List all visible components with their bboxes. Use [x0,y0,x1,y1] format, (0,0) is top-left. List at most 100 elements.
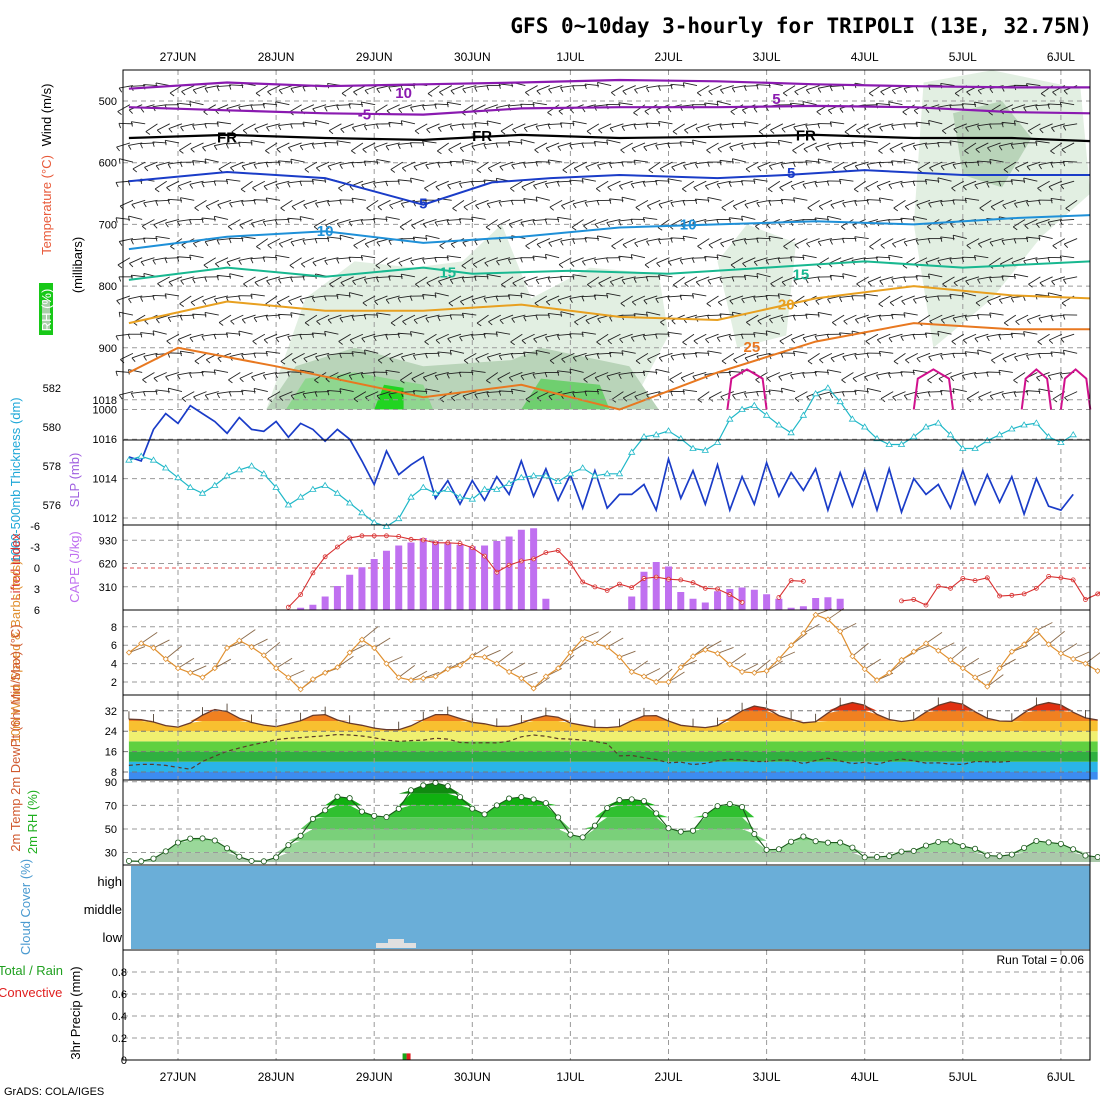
wind-barb [312,257,327,263]
wind-barb [679,294,695,297]
wind-barb [742,257,756,264]
wind-barb-flag [549,206,554,211]
wind-barb-flag [434,257,437,263]
wind-barb-flag [966,245,971,249]
wind-barb-flag [770,129,775,134]
wind-barb [705,180,719,187]
wind-barb-flag [338,341,343,345]
wind-barb-flag [424,187,429,192]
wind-barb-flag [596,341,601,346]
wind-barb [119,311,134,316]
wind-barb-flag [656,109,661,114]
wind-barb-flag [777,258,781,264]
wind-barb [892,391,906,398]
wind-barb-flag [634,89,638,94]
thickness-point [677,434,685,442]
wind-barb [988,257,1001,266]
wind-barb [655,295,670,300]
wind-barb [839,622,857,632]
wind-barb-flag [545,336,549,342]
wind-barb [914,257,928,265]
wind-barb-flag [864,223,868,228]
wind-barb [375,257,388,266]
wind-barb-flag [642,217,645,223]
wind-barb [594,141,609,144]
wind-barb [524,123,538,129]
wind-barb-flag [339,388,342,394]
wind-barb-flag [400,120,403,126]
temperature-label: Temperature (°C) [39,155,54,255]
wind-barb [1072,651,1090,660]
rh-point [285,842,292,849]
wind-barb [609,351,624,354]
wind-barb-flag [520,292,523,299]
wind-barb [132,161,146,170]
wind-barb [925,257,940,263]
wind-barb-flag [1035,105,1039,111]
contour-label: 10 [317,223,334,240]
wind-barb-flag [501,284,506,288]
wind-barb [177,180,192,187]
wind-barb-flag [964,351,967,357]
wind-barb-flag [127,180,131,186]
wind-barb-flag [556,181,560,187]
wind-barb [364,160,379,163]
wind-barb-flag [1063,279,1067,284]
wind-barb [168,123,183,130]
wind-barb-flag [753,143,757,149]
wind-barb [510,180,523,189]
wind-barb-flag [691,258,695,263]
pressure-tick-label: 900 [99,343,117,355]
wind-barb-flag [336,223,341,228]
wind-barb-flag [304,322,310,327]
wind-barb [623,391,636,399]
wind-barb [1060,101,1075,106]
wind-barb-flag [1050,162,1054,168]
hot-contour-line [912,368,954,410]
wind-barb-flag [446,102,449,108]
wind-barb [523,161,538,164]
wind-barb-flag [805,160,808,166]
wind-barb [790,256,805,259]
wind-barb [669,372,682,380]
wind-barb-flag [977,243,983,248]
wind-barb [165,293,180,297]
wind-barb-flag [1037,187,1042,192]
wind-barb-flag [351,150,356,155]
wind-barb-flag [204,394,209,400]
wind-barb [635,352,649,362]
wind-barb-flag [116,146,120,152]
wind-barb-flag [951,341,956,345]
rh-point [739,804,746,811]
wind-barb-flag [361,338,366,343]
wind-barb [266,350,281,354]
wind-barb [353,391,367,400]
date-tick-label: 28JUN [258,50,295,64]
wind-barb-flag [721,207,727,211]
wind-barb-flag [606,293,609,299]
wind-barb-flag [1047,221,1052,227]
wind-barb [500,123,514,132]
wind-barb [189,101,204,106]
wind-barb [483,179,498,182]
wind-barb-flag [204,312,207,318]
wind-barb-flag [241,354,245,360]
wind-barb-flag [253,317,258,323]
wind-barb-flag [278,89,283,95]
wind-barb-flag [388,275,391,281]
wind-barb [411,372,425,380]
wind-barb [1014,120,1029,125]
wind-barb [778,372,793,378]
wind-barb [667,295,682,298]
rh-point [125,857,132,864]
wind-speed-point [285,674,292,681]
wind-barb [267,391,281,399]
hot-contour-line [726,368,768,410]
wind-barb [706,142,719,151]
wind-barb-flag [115,335,119,341]
wind-barb [278,313,293,316]
wind-barb-flag [937,142,940,148]
wind-barb-flag [952,199,955,205]
wind-barb [338,333,351,342]
wind-barb-flag [225,143,229,149]
